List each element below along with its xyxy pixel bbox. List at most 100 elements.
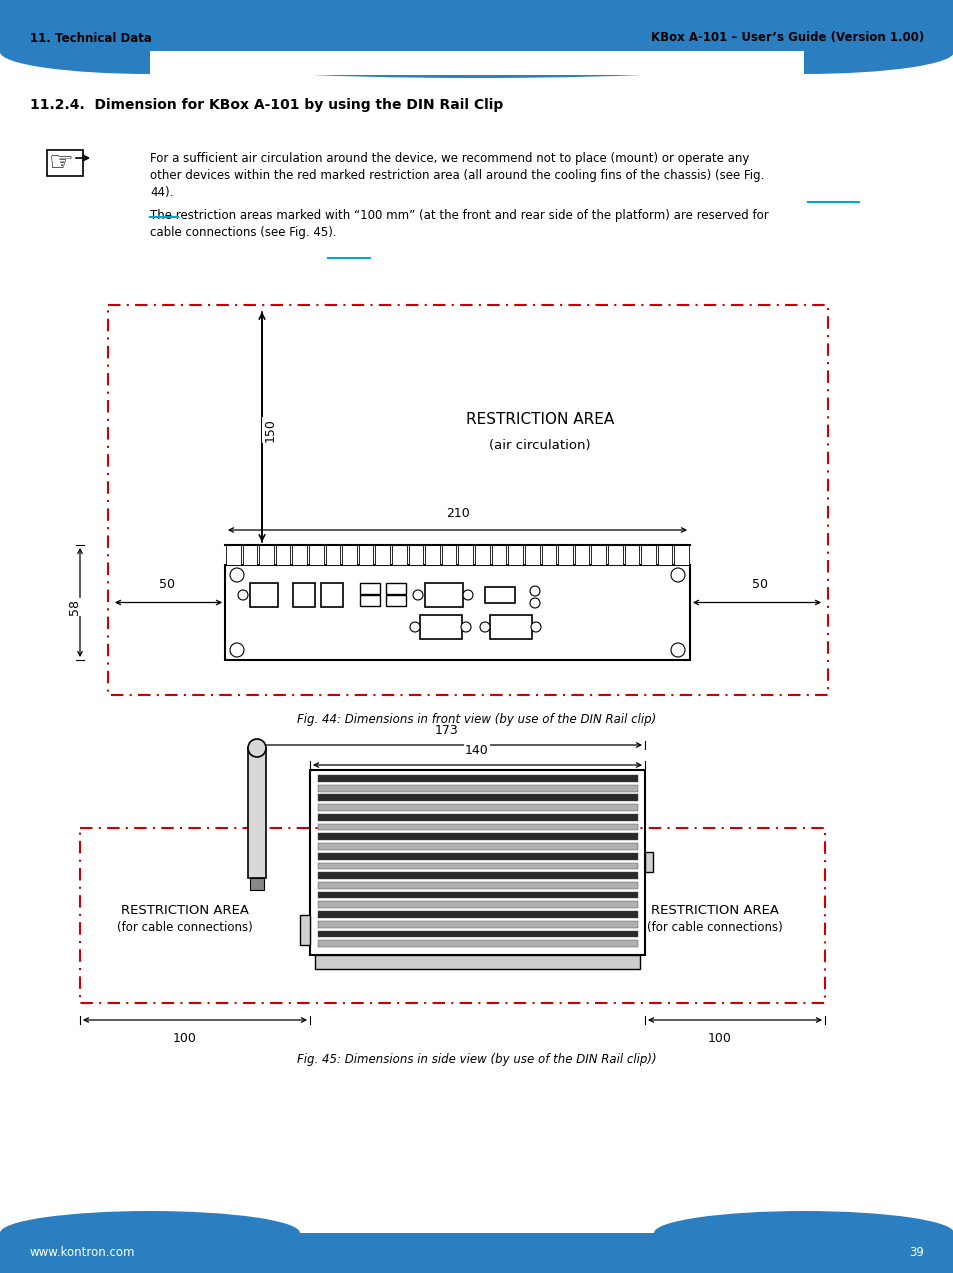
Bar xyxy=(299,915,310,945)
Bar xyxy=(591,545,605,565)
Text: ☞: ☞ xyxy=(49,149,73,177)
Bar xyxy=(317,834,638,840)
Bar xyxy=(317,794,638,801)
Bar xyxy=(259,545,274,565)
Bar xyxy=(441,545,456,565)
Bar xyxy=(484,587,515,603)
Circle shape xyxy=(479,622,490,631)
Text: 100: 100 xyxy=(707,1032,731,1045)
Text: 39: 39 xyxy=(908,1246,923,1259)
Bar xyxy=(524,545,539,565)
Bar xyxy=(386,594,406,606)
Bar xyxy=(408,545,423,565)
Bar xyxy=(359,594,379,606)
Text: RESTRICTION AREA: RESTRICTION AREA xyxy=(465,412,614,428)
Circle shape xyxy=(410,622,419,631)
Bar xyxy=(419,615,461,639)
Bar xyxy=(644,852,652,872)
Bar xyxy=(320,583,343,607)
Text: (air circulation): (air circulation) xyxy=(489,438,590,452)
Bar xyxy=(293,583,314,607)
Text: For a sufficient air circulation around the device, we recommend not to place (m: For a sufficient air circulation around … xyxy=(150,151,749,165)
Text: cable connections (see Fig. 45).: cable connections (see Fig. 45). xyxy=(150,227,336,239)
Bar xyxy=(342,545,356,565)
Text: Fig. 44: Dimensions in front view (by use of the DIN Rail clip): Fig. 44: Dimensions in front view (by us… xyxy=(297,713,656,727)
Bar xyxy=(317,853,638,859)
Text: 173: 173 xyxy=(435,724,458,737)
Bar xyxy=(0,0,953,52)
Bar xyxy=(640,545,655,565)
Bar xyxy=(310,770,644,955)
Ellipse shape xyxy=(0,31,299,74)
Bar xyxy=(491,545,506,565)
Circle shape xyxy=(460,622,471,631)
Bar xyxy=(150,51,803,75)
Bar xyxy=(0,1234,953,1273)
Bar xyxy=(574,545,589,565)
Bar xyxy=(392,545,406,565)
Bar xyxy=(80,827,824,1003)
Bar xyxy=(317,775,638,782)
Ellipse shape xyxy=(654,31,953,74)
Text: 210: 210 xyxy=(446,507,470,519)
Bar xyxy=(490,615,532,639)
Bar xyxy=(317,824,638,830)
Bar xyxy=(242,545,257,565)
Bar xyxy=(226,545,240,565)
Bar xyxy=(314,955,639,969)
Bar xyxy=(317,891,638,899)
Bar xyxy=(624,545,639,565)
Text: 50: 50 xyxy=(751,578,767,591)
Bar xyxy=(386,583,406,594)
Bar xyxy=(508,545,522,565)
Text: www.kontron.com: www.kontron.com xyxy=(30,1246,135,1259)
Text: The restriction areas marked with “100 mm” (at the front and rear side of the pl: The restriction areas marked with “100 m… xyxy=(150,209,768,222)
Bar xyxy=(317,813,638,821)
Bar xyxy=(317,843,638,850)
Bar xyxy=(607,545,622,565)
Text: other devices within the red marked restriction area (all around the cooling fin: other devices within the red marked rest… xyxy=(150,169,763,182)
Bar xyxy=(359,583,379,594)
Bar xyxy=(293,545,307,565)
Bar xyxy=(325,545,340,565)
Text: (for cable connections): (for cable connections) xyxy=(117,922,253,934)
Bar xyxy=(317,941,638,947)
Bar xyxy=(248,749,266,878)
Bar xyxy=(558,545,572,565)
Circle shape xyxy=(530,586,539,596)
Circle shape xyxy=(230,643,244,657)
Text: RESTRICTION AREA: RESTRICTION AREA xyxy=(121,904,249,917)
Text: KBox A-101 – User’s Guide (Version 1.00): KBox A-101 – User’s Guide (Version 1.00) xyxy=(650,32,923,45)
Bar xyxy=(425,545,439,565)
Text: 150: 150 xyxy=(263,418,276,442)
Bar xyxy=(317,863,638,869)
Ellipse shape xyxy=(0,1211,299,1255)
Circle shape xyxy=(531,622,540,631)
Bar xyxy=(317,931,638,937)
Bar xyxy=(250,878,264,890)
Bar xyxy=(541,545,556,565)
Circle shape xyxy=(462,589,473,600)
Bar xyxy=(658,545,672,565)
Bar xyxy=(674,545,688,565)
Circle shape xyxy=(670,643,684,657)
Bar xyxy=(250,583,277,607)
Circle shape xyxy=(237,589,248,600)
Bar xyxy=(358,545,373,565)
Text: 58: 58 xyxy=(69,600,81,615)
Circle shape xyxy=(530,598,539,608)
Bar xyxy=(475,545,489,565)
Bar xyxy=(317,882,638,889)
Bar xyxy=(309,545,323,565)
Ellipse shape xyxy=(654,1211,953,1255)
Text: 140: 140 xyxy=(465,743,488,757)
Bar xyxy=(275,545,290,565)
Text: (for cable connections): (for cable connections) xyxy=(646,922,782,934)
Circle shape xyxy=(413,589,422,600)
Circle shape xyxy=(230,568,244,582)
Text: RESTRICTION AREA: RESTRICTION AREA xyxy=(650,904,779,917)
Text: 100: 100 xyxy=(172,1032,196,1045)
Bar xyxy=(108,306,827,695)
Bar xyxy=(375,545,390,565)
Circle shape xyxy=(248,740,266,757)
